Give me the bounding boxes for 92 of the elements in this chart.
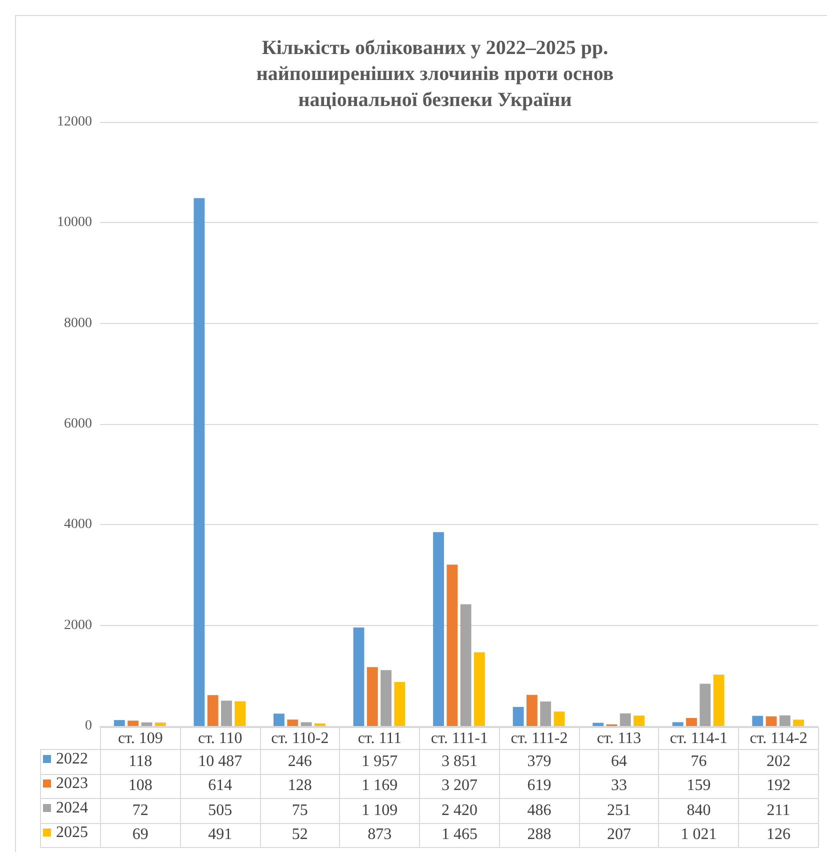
x-tick-label: ст. 111-2 [499, 728, 580, 750]
bar [287, 720, 298, 726]
bar [234, 701, 246, 726]
bar [353, 628, 364, 726]
bar [194, 198, 205, 726]
x-tick-label: ст. 110 [180, 728, 260, 750]
bar [634, 716, 644, 726]
data-label: 840 [658, 798, 739, 823]
data-label: 75 [260, 798, 340, 823]
data-label: 118 [100, 750, 180, 774]
bar [540, 702, 552, 726]
bar [274, 714, 284, 726]
x-tick-label: ст. 114-1 [658, 728, 739, 750]
y-tick-label: 6000 [64, 416, 92, 432]
bar [752, 716, 764, 726]
data-label: 2 420 [420, 798, 500, 823]
bar [154, 722, 166, 726]
data-label: 192 [738, 774, 818, 798]
x-tick-label: ст. 111 [340, 728, 420, 750]
data-label: 64 [579, 750, 659, 774]
data-label: 505 [180, 798, 260, 823]
x-tick-label: ст. 109 [100, 728, 180, 750]
bar [446, 564, 458, 726]
data-label: 251 [579, 798, 659, 823]
bar [114, 720, 125, 726]
data-label: 288 [499, 823, 580, 848]
bar [766, 716, 777, 726]
y-tick-label: 4000 [64, 517, 92, 532]
data-label: 33 [579, 774, 659, 798]
legend-label: 2022 [56, 750, 88, 768]
bar [433, 532, 444, 726]
data-label: 486 [499, 798, 580, 823]
bar [554, 712, 565, 726]
data-label: 108 [100, 774, 180, 798]
chart-title: Кількість облікованих у 2022–2025 рр. найпоширеніших злочинів проти основ національної безпеки України [256, 37, 614, 111]
x-tick-label: ст. 114-2 [738, 728, 818, 750]
bar [394, 682, 406, 726]
data-label: 52 [260, 823, 340, 848]
data-label: 202 [738, 750, 818, 774]
data-label: 1 465 [420, 823, 500, 848]
data-label: 873 [340, 823, 420, 848]
data-label: 207 [579, 823, 659, 848]
data-label: 10 487 [180, 750, 260, 774]
bar [620, 713, 631, 726]
y-tick-label: 10000 [57, 215, 92, 230]
data-label: 159 [658, 774, 739, 798]
legend-label: 2024 [56, 800, 88, 816]
bar [314, 723, 326, 726]
data-label: 211 [738, 798, 818, 823]
bar [221, 700, 232, 726]
data-label: 3 207 [420, 774, 500, 798]
data-label: 379 [499, 750, 580, 774]
data-label: 619 [499, 774, 580, 798]
bar [713, 674, 724, 726]
bar [592, 722, 604, 726]
data-label: 1 957 [340, 750, 420, 774]
bar [141, 722, 152, 726]
y-tick-label: 8000 [64, 316, 92, 331]
bar [793, 720, 804, 726]
legend-label: 2023 [56, 775, 88, 792]
bar [526, 694, 538, 726]
bar [366, 667, 378, 726]
data-label: 126 [738, 823, 818, 848]
data-label: 69 [100, 823, 180, 848]
data-label: 614 [180, 774, 260, 798]
bar [474, 652, 485, 726]
bar [207, 695, 218, 726]
bar [700, 684, 711, 726]
y-tick-label: 2000 [64, 618, 92, 633]
x-tick-label: ст. 110-2 [260, 728, 340, 750]
bar [686, 718, 697, 726]
y-tick-label: 0 [85, 718, 92, 734]
data-label: 1 169 [340, 774, 420, 798]
data-label: 128 [260, 774, 340, 798]
x-tick-label: ст. 111-1 [420, 728, 500, 750]
bar [128, 720, 139, 726]
data-label: 72 [100, 798, 180, 823]
data-label: 3 851 [420, 750, 500, 774]
data-label: 246 [260, 750, 340, 774]
bar [460, 604, 472, 726]
bar [779, 715, 790, 726]
data-label: 1 021 [658, 823, 739, 848]
legend-label: 2025 [56, 824, 88, 841]
bar [512, 706, 524, 726]
data-label: 1 109 [340, 798, 420, 823]
bar [300, 722, 312, 726]
data-label: 491 [180, 823, 260, 848]
y-tick-label: 12000 [57, 114, 92, 130]
data-label: 76 [658, 750, 739, 774]
bar [380, 670, 392, 726]
x-tick-label: ст. 113 [579, 728, 659, 750]
bar [672, 722, 684, 726]
